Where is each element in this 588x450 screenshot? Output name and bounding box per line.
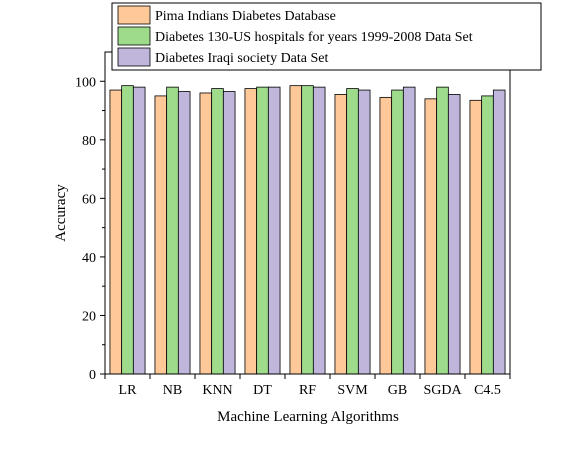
legend-label: Pima Indians Diabetes Database	[155, 9, 336, 24]
bar-nb-series-1	[155, 96, 167, 374]
x-tick-label: LR	[119, 383, 138, 398]
y-tick-label: 80	[82, 134, 96, 149]
bar-nb-series-2	[167, 87, 179, 374]
bar-knn-series-1	[200, 93, 212, 374]
bar-gb-series-2	[392, 90, 404, 374]
bar-knn-series-3	[223, 92, 235, 374]
bar-dt-series-2	[257, 87, 269, 374]
y-tick-label: 40	[82, 251, 96, 266]
bar-lr-series-3	[133, 87, 145, 374]
bar-gb-series-3	[403, 87, 415, 374]
legend: Pima Indians Diabetes Database Diabetes 1…	[112, 3, 541, 70]
bar-dt-series-1	[245, 89, 257, 374]
bar-svm-series-3	[358, 90, 370, 374]
y-tick-label: 0	[89, 368, 96, 383]
y-tick-label: 60	[82, 192, 96, 207]
x-axis-label: Machine Learning Algorithms	[217, 409, 399, 425]
legend-swatch	[118, 48, 150, 66]
x-tick-label: GB	[388, 383, 407, 398]
y-tick-label: 100	[75, 75, 96, 90]
bar-sgda-series-3	[448, 94, 460, 374]
bar-c45-series-3	[493, 90, 505, 374]
x-tick-label: KNN	[202, 383, 232, 398]
x-tick-label: C4.5	[474, 383, 501, 398]
bar-rf-series-3	[313, 87, 325, 374]
bar-lr-series-2	[122, 86, 134, 374]
x-axis: LR NB KNN DT RF SVM GB SGDA C4.5	[105, 374, 510, 398]
legend-swatch	[118, 6, 150, 24]
bar-gb-series-1	[380, 97, 392, 374]
bar-c45-series-2	[482, 96, 494, 374]
bars-layer	[110, 86, 505, 374]
bar-svm-series-2	[347, 89, 359, 374]
bar-sgda-series-2	[437, 87, 449, 374]
x-tick-label: DT	[253, 383, 272, 398]
x-tick-label: SGDA	[423, 383, 462, 398]
bar-c45-series-1	[470, 100, 482, 374]
legend-label: Diabetes 130-US hospitals for years 1999…	[155, 30, 473, 45]
bar-dt-series-3	[268, 87, 280, 374]
y-axis-label: Accuracy	[53, 184, 69, 242]
x-tick-label: NB	[163, 383, 182, 398]
bar-lr-series-1	[110, 90, 122, 374]
legend-label: Diabetes Iraqi society Data Set	[155, 51, 328, 66]
bar-sgda-series-1	[425, 99, 437, 374]
bar-nb-series-3	[178, 92, 190, 374]
bar-knn-series-2	[212, 89, 224, 374]
legend-swatch	[118, 27, 150, 45]
bar-rf-series-1	[290, 86, 302, 374]
bar-svm-series-1	[335, 94, 347, 374]
bar-rf-series-2	[302, 86, 314, 374]
y-axis: 0 20 40 60 80 100	[75, 75, 105, 383]
x-tick-label: SVM	[337, 383, 368, 398]
y-tick-label: 20	[82, 309, 96, 324]
x-tick-label: RF	[299, 383, 316, 398]
